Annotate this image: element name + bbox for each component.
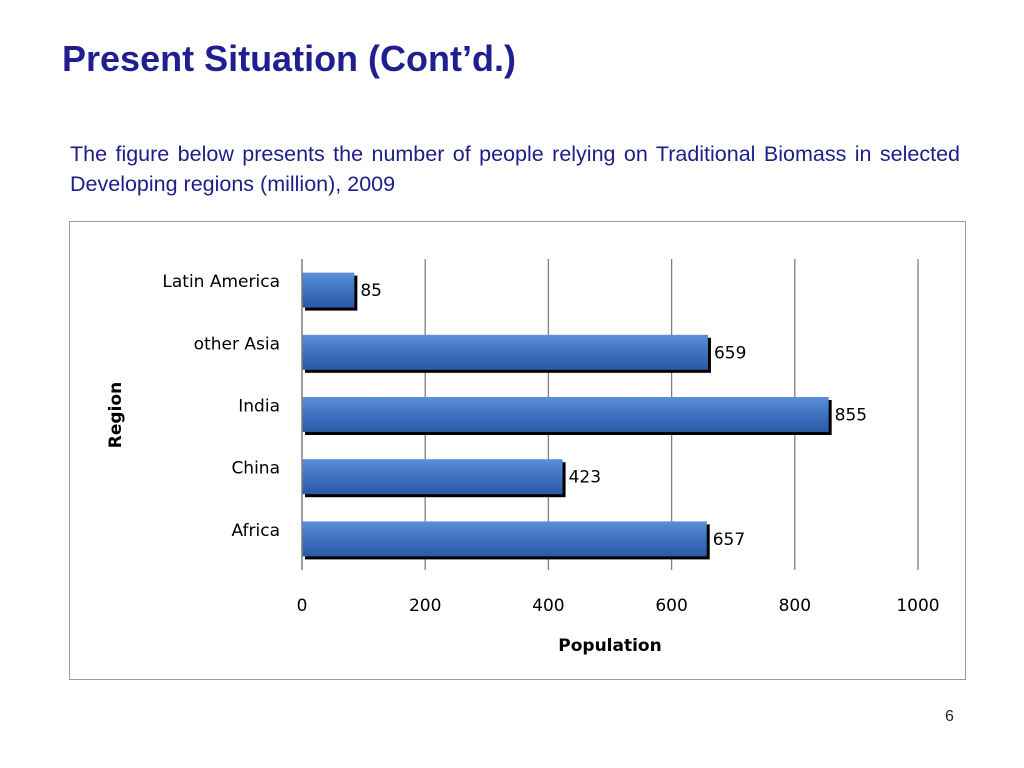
category-label: Latin America [162, 272, 280, 292]
x-tick-label: 800 [779, 596, 811, 616]
bar [302, 459, 563, 495]
category-label: China [231, 459, 280, 479]
data-label: 855 [835, 406, 867, 426]
x-tick-label: 1000 [896, 596, 939, 616]
y-axis-title: Region [106, 382, 126, 448]
slide-description: The figure below presents the number of … [70, 142, 960, 196]
data-label: 657 [713, 530, 745, 550]
data-label: 659 [714, 343, 746, 363]
x-tick-label: 400 [532, 596, 564, 616]
slide-number: 6 [945, 708, 954, 725]
x-tick-label: 200 [409, 596, 441, 616]
x-axis-title: Population [558, 636, 661, 656]
bar [302, 521, 707, 557]
x-tick-label: 600 [655, 596, 687, 616]
category-label: other Asia [194, 334, 280, 354]
category-label: India [238, 397, 280, 417]
data-label: 423 [569, 468, 601, 488]
slide-title: Present Situation (Cont’d.) [62, 38, 516, 79]
bar-chart: 85 659 855 423 657 0 200 400 600 800 1000 Latin Am… [106, 259, 940, 656]
bar [302, 334, 708, 370]
bar [302, 397, 829, 432]
axes: 0 200 400 600 800 1000 Latin America other Asia… [162, 259, 940, 616]
category-label: Africa [232, 521, 281, 541]
data-label: 85 [360, 281, 382, 301]
bar [302, 272, 355, 308]
x-tick-label: 0 [297, 596, 308, 616]
bars: 85 659 855 423 657 [302, 272, 867, 560]
chart-container: 85 659 855 423 657 0 200 400 600 800 1000 Latin Am… [69, 221, 966, 680]
